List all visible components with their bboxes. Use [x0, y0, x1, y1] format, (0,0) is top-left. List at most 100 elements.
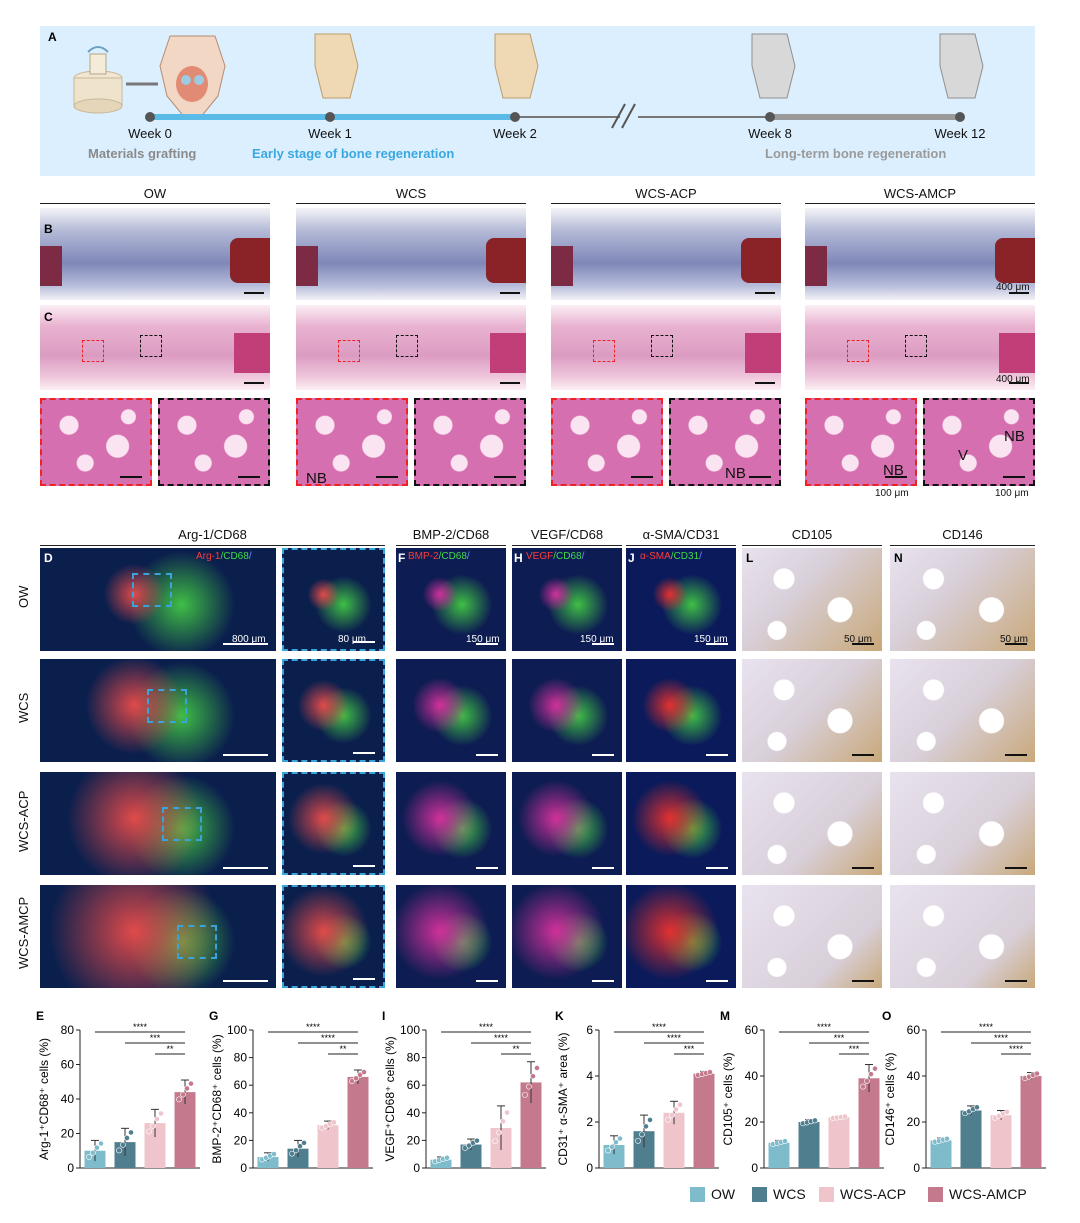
y-tick-label: 100: [400, 1023, 420, 1037]
week-2-label: Week 2: [493, 126, 537, 141]
chart-ylabel: CD105⁺ cells (%): [721, 1052, 735, 1145]
chart-ylabel: CD146⁺ cells (%): [883, 1052, 897, 1145]
bone-edge: [805, 246, 827, 286]
bone-edge: [745, 333, 781, 373]
data-point: [609, 1143, 615, 1150]
chart-ylabel: Arg-1⁺CD68⁺ cells (%): [37, 1038, 51, 1160]
scale-bar: [244, 382, 264, 384]
group-title-wcs: WCS: [395, 186, 427, 201]
data-point: [353, 1075, 359, 1082]
stain-blue: /: [581, 551, 585, 562]
legend-label: OW: [711, 1186, 736, 1202]
data-point: [1004, 1108, 1010, 1115]
bar-wcs-amcp: [174, 1092, 196, 1168]
stain-divider: [396, 545, 506, 546]
scale-bar: [631, 476, 653, 478]
y-tick-label: 20: [234, 1133, 248, 1147]
significance-label: **: [512, 1044, 520, 1054]
data-point: [782, 1138, 788, 1144]
scale-bar: [353, 865, 375, 867]
if-image-2-ow: [396, 548, 506, 651]
row-label-ow: OW: [16, 585, 31, 608]
data-point: [349, 1078, 355, 1084]
significance-label: **: [339, 1044, 347, 1054]
panel-j-label: J: [628, 551, 635, 565]
scale-bar: [120, 476, 142, 478]
bar-wcs-acp: [663, 1112, 685, 1168]
zoom-box-black: [140, 335, 162, 357]
he-section-wcs: [296, 305, 526, 390]
if-image-2-wcs-amcp: [396, 885, 506, 988]
data-point: [146, 1128, 152, 1135]
significance-label: ****: [652, 1022, 667, 1032]
data-point: [180, 1091, 186, 1098]
if-image-0-wcs-amcp: [40, 885, 276, 988]
chart-ylabel: BMP-2⁺CD68⁺ cells (%): [210, 1034, 224, 1163]
significance-label: ****: [133, 1022, 148, 1032]
significance-label: ****: [306, 1022, 321, 1032]
data-point: [669, 1112, 675, 1118]
group-divider: [551, 203, 781, 204]
stain-red: α-SMA: [640, 551, 671, 562]
week-0-label: Week 0: [128, 126, 172, 141]
week-1-label: Week 1: [308, 126, 352, 141]
data-point: [188, 1080, 194, 1087]
data-point: [860, 1083, 866, 1090]
y-tick-label: 40: [234, 1106, 248, 1120]
he-zoom-red-wcs-amcp: [805, 398, 917, 486]
data-point: [444, 1154, 450, 1161]
data-point: [357, 1071, 363, 1078]
chart-letter: O: [882, 1010, 891, 1023]
legend-item-wcs-acp: WCS-ACP: [819, 1186, 906, 1202]
stain-title-4: CD105: [791, 527, 833, 542]
chart-letter: E: [36, 1010, 44, 1023]
zoom-box-red: [338, 340, 360, 362]
group-divider: [296, 203, 526, 204]
he-zoom-red-ow: [40, 398, 152, 486]
data-point: [116, 1147, 122, 1154]
bone-edge: [995, 238, 1035, 283]
data-point: [124, 1135, 130, 1141]
if-image-2-wcs-acp: [396, 772, 506, 875]
data-point: [526, 1083, 532, 1090]
stain-green: /CD68: [438, 551, 467, 562]
panel-c-label: C: [44, 310, 53, 324]
ihc-image-6-ow: [890, 548, 1035, 651]
stain-red: Arg-1: [196, 551, 221, 562]
stain-legend-3: α-SMA/CD31/: [640, 551, 702, 562]
stain-green: /CD68: [220, 551, 249, 562]
if-image-4-wcs: [626, 659, 736, 762]
data-point: [677, 1101, 683, 1108]
ihc-image-6-wcs-amcp: [890, 885, 1035, 988]
stain-legend-1: BMP-2/CD68/: [408, 551, 470, 562]
he-zoom-red-wcs: [296, 398, 408, 486]
legend-swatch: [690, 1186, 705, 1202]
scale-bar: [223, 980, 268, 982]
significance-label: ***: [150, 1033, 161, 1043]
scale-bar: [500, 382, 520, 384]
significance-label: **: [166, 1044, 174, 1054]
ihc-image-5-wcs-amcp: [742, 885, 882, 988]
data-point: [150, 1123, 156, 1129]
stage-long-term-regeneration: Long-term bone regeneration: [765, 146, 947, 161]
bar-ow: [930, 1140, 952, 1168]
legend-item-wcs: WCS: [752, 1186, 806, 1202]
he-section-ow: [40, 305, 270, 390]
data-point: [868, 1071, 874, 1078]
data-point: [94, 1144, 100, 1151]
bar-wcs-amcp: [347, 1076, 369, 1168]
scale-bar: [1005, 867, 1027, 869]
data-point: [492, 1138, 498, 1145]
stain-title-1: BMP-2/CD68: [412, 527, 490, 542]
scale-bar: [353, 978, 375, 980]
if-image-0-wcs: [40, 659, 276, 762]
scale-bar: [592, 754, 614, 756]
skull-week2-icon: [494, 33, 539, 99]
stain-legend-0: Arg-1/CD68/: [196, 551, 252, 562]
scale-bar: [852, 867, 874, 869]
legend-swatch: [752, 1186, 767, 1202]
skull-week12-icon: [939, 33, 984, 99]
scale-bar: [476, 980, 498, 982]
stain-blue: /: [699, 551, 702, 562]
scale-bar: [852, 643, 874, 645]
